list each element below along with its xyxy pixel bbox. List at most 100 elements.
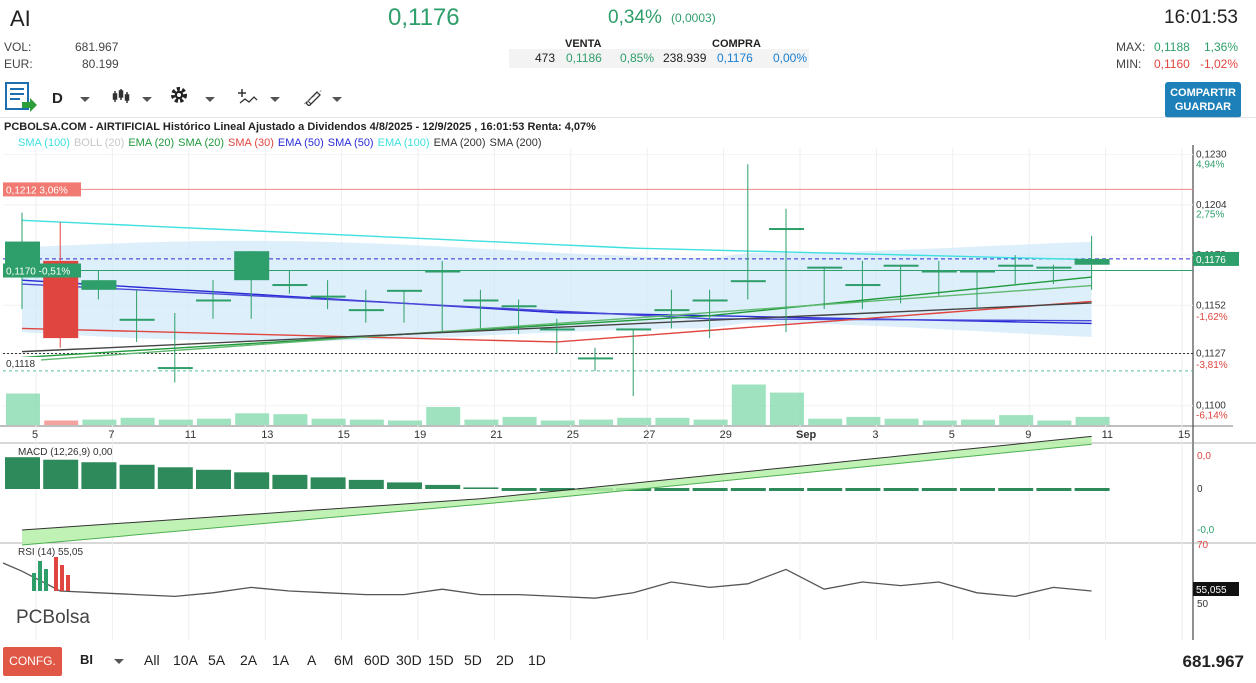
range-60d[interactable]: 60D (364, 652, 390, 668)
macd-histogram-bar (730, 488, 766, 491)
range-5a[interactable]: 5A (208, 652, 226, 668)
chart-title: PCBOLSA.COM - AIRTIFICIAL Histórico Line… (4, 121, 596, 133)
pct-axis-label: -1,62% (1196, 312, 1228, 323)
x-axis-label: 21 (490, 429, 502, 441)
range-1d[interactable]: 1D (528, 652, 546, 668)
x-axis-label: Sep (796, 429, 816, 441)
venta-label: VENTA (565, 38, 602, 50)
x-axis-label: 5 (949, 429, 955, 441)
legend-item[interactable]: SMA (100) (18, 137, 70, 149)
volume-bar (311, 418, 346, 425)
candlestick-type-icon[interactable] (112, 88, 130, 109)
range-a[interactable]: A (307, 652, 317, 668)
macd-histogram-bar (769, 488, 804, 491)
rsi-value-tag-label: 55,055 (1196, 585, 1227, 596)
min-percent: -1,02% (1200, 57, 1239, 71)
macd-axis-label: -0,0 (1197, 525, 1215, 536)
legend-item[interactable]: SMA (20) (178, 137, 225, 149)
high-line-tag (3, 182, 81, 197)
sma100-line (21, 219, 1092, 261)
legend-item[interactable]: SMA (200) (489, 137, 542, 149)
candle-body (578, 357, 613, 360)
macd-line (21, 435, 1092, 531)
volume-bar (1037, 420, 1072, 425)
separator (0, 117, 1256, 118)
candle-body (807, 266, 843, 269)
settings-chevron-down-icon[interactable] (205, 97, 215, 102)
candle-body (845, 284, 881, 287)
x-axis-label: 7 (108, 429, 114, 441)
legend-item[interactable]: EMA (200) (433, 137, 486, 149)
clock: 16:01:53 (1164, 7, 1238, 28)
range-30d[interactable]: 30D (396, 652, 422, 668)
rsi-axis-label: 50 (1197, 599, 1209, 610)
scale-selector[interactable]: BI (80, 652, 93, 667)
candle-body (501, 305, 537, 308)
macd-histogram-bar (81, 462, 117, 489)
pct-axis-label: -3,81% (1196, 360, 1228, 371)
x-axis-label: 15 (338, 429, 350, 441)
legend-item[interactable]: SMA (50) (327, 137, 374, 149)
logo-bar (38, 561, 42, 591)
mid-line-tag-label: 0,1170 -0,51% (6, 267, 70, 278)
config-button[interactable]: CONFG. (3, 647, 62, 676)
macd-histogram-bar (157, 467, 193, 489)
pct-axis-label: 2,75% (1196, 210, 1224, 221)
chart-type-chevron-down-icon[interactable] (142, 97, 152, 102)
macd-area (22, 436, 1092, 545)
price-axis-label: 0,1127 (1196, 349, 1226, 360)
venta-pct: 0,85% (620, 51, 655, 65)
candle-body (883, 264, 919, 267)
period-chevron-down-icon[interactable] (80, 97, 90, 102)
legend-item[interactable]: EMA (50) (277, 137, 324, 149)
range-2d[interactable]: 2D (496, 652, 514, 668)
scale-chevron-down-icon[interactable] (114, 659, 124, 664)
logo-text: PCBolsa (16, 607, 90, 628)
range-6m[interactable]: 6M (334, 652, 354, 668)
macd-histogram-bar (501, 488, 537, 491)
candle-body (234, 251, 270, 281)
range-all[interactable]: All (144, 652, 160, 668)
range-10a[interactable]: 10A (173, 652, 198, 668)
macd-histogram-bar (234, 472, 270, 489)
volume-bar (540, 420, 575, 425)
low-line-tag-label: 0,1118 (6, 359, 36, 370)
legend-item[interactable]: BOLL (20) (73, 137, 125, 149)
legend-item[interactable]: SMA (30) (228, 137, 274, 149)
drawing-chevron-down-icon[interactable] (332, 97, 342, 102)
range-2a[interactable]: 2A (240, 652, 258, 668)
range-15d[interactable]: 15D (428, 652, 454, 668)
volume-bar (731, 384, 766, 425)
compra-pct: 0,00% (773, 51, 808, 65)
volume-bar (464, 419, 499, 425)
settings-gear-icon[interactable] (170, 86, 188, 109)
range-5d[interactable]: 5D (464, 652, 482, 668)
drawing-pencil-icon[interactable] (303, 88, 323, 111)
macd-histogram-bar (5, 457, 40, 489)
volume-bar (273, 414, 308, 425)
low-line-tag (3, 356, 41, 370)
macd-histogram-bar (654, 488, 690, 491)
indicators-icon[interactable] (238, 88, 258, 111)
share-save-button[interactable]: COMPARTIR GUARDAR (1165, 82, 1241, 118)
legend-item[interactable]: EMA (100) (377, 137, 430, 149)
range-1a[interactable]: 1A (272, 652, 290, 668)
volume-bar (961, 419, 995, 425)
macd-histogram-bar (883, 488, 919, 491)
legend-item[interactable]: EMA (20) (128, 137, 175, 149)
indicators-chevron-down-icon[interactable] (270, 97, 280, 102)
rsi-value-tag (1193, 582, 1239, 596)
macd-histogram-bar (692, 488, 728, 491)
volume-bar (349, 419, 384, 425)
volume-bar (426, 407, 461, 425)
candle-body (272, 284, 308, 287)
period-selector[interactable]: D (52, 90, 63, 107)
bid-ask-panel: VENTA COMPRA 473 0,1186 0,85% 238.939 0,… (509, 38, 809, 66)
x-axis-label: 13 (261, 429, 273, 441)
compra-price: 0,1176 (717, 51, 753, 65)
export-document-icon[interactable] (4, 82, 37, 112)
candle-body (730, 280, 766, 283)
x-axis-label: 15 (1178, 429, 1190, 441)
